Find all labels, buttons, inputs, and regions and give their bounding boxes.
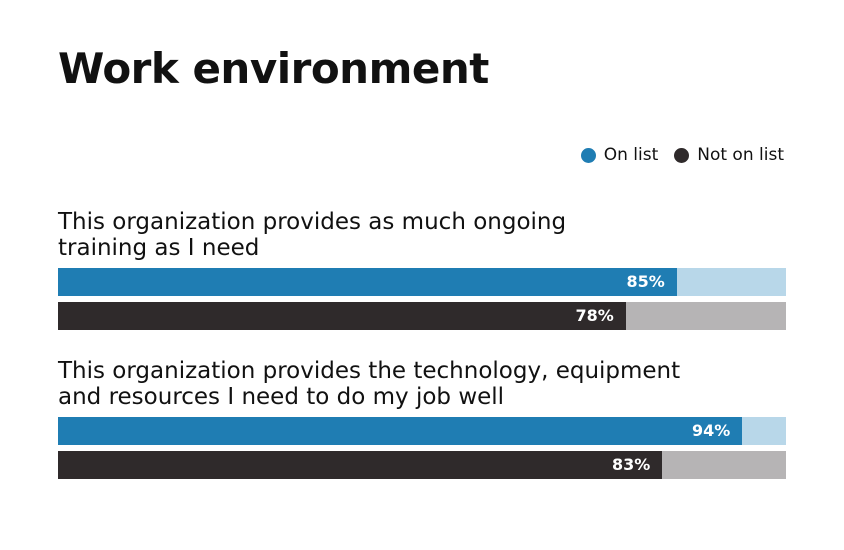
bar [58, 451, 663, 479]
data-label: 83% [611, 455, 651, 474]
legend: On list Not on list [580, 145, 784, 165]
legend-label: On list [603, 145, 659, 165]
legend-label: Not on list [697, 145, 784, 165]
category-label-line: training as I need [58, 235, 260, 261]
data-label: 85% [626, 272, 665, 291]
category-label-line: and resources I need to do my job well [58, 384, 505, 410]
legend-item-not-on-list: Not on list [674, 145, 784, 165]
legend-dot-on-list [580, 147, 596, 163]
category-label: This organization provides the technolog… [58, 358, 778, 410]
category-label-line: This organization provides as much ongoi… [58, 209, 567, 235]
bar-track: 85% [58, 268, 786, 296]
category-label: This organization provides as much ongoi… [58, 209, 778, 261]
bar [58, 417, 743, 445]
legend-dot-not-on-list [674, 147, 690, 163]
chart-title: Work environment [58, 44, 489, 93]
bar-track: 94% [58, 417, 786, 445]
category-label-line: This organization provides the technolog… [58, 358, 681, 384]
legend-item-on-list: On list [580, 145, 659, 165]
data-label: 78% [575, 306, 614, 325]
data-label: 94% [692, 421, 731, 440]
bar [58, 302, 626, 330]
bar-track: 83% [58, 451, 786, 479]
bar [58, 268, 677, 296]
bar-track: 78% [58, 302, 786, 330]
